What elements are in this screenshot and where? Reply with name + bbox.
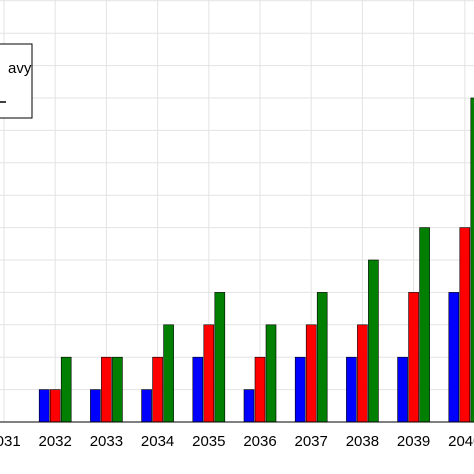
- x-tick-label: 2037: [295, 433, 328, 450]
- bar-series-1: [38, 389, 50, 423]
- x-tick-label: 2032: [39, 433, 72, 450]
- bar-series-3: [316, 292, 328, 423]
- bar-series-2: [152, 356, 163, 423]
- legend-label: avy: [8, 60, 32, 77]
- bars: [38, 97, 474, 423]
- bar-series-2: [254, 356, 266, 423]
- x-tick-label: 2040: [448, 433, 474, 450]
- bar-series-3: [470, 97, 474, 423]
- bar-series-3: [112, 356, 123, 423]
- bar-series-3: [163, 324, 174, 423]
- bar-series-1: [141, 389, 152, 423]
- x-tick-label: 2039: [397, 433, 430, 450]
- x-tick-label: 2034: [141, 433, 174, 450]
- legend: avy: [0, 43, 33, 119]
- x-tick-label: 2031: [0, 433, 21, 450]
- bar-series-3: [265, 324, 277, 423]
- x-tick-label: 2033: [90, 433, 123, 450]
- bar-series-1: [243, 389, 255, 423]
- bar-series-2: [49, 389, 61, 423]
- bar-series-3: [368, 259, 379, 423]
- bar-series-1: [90, 389, 101, 423]
- bar-series-2: [305, 324, 317, 423]
- bar-series-2: [357, 324, 368, 423]
- bar-series-2: [203, 324, 215, 423]
- bar-series-2: [408, 292, 419, 423]
- bar-series-3: [60, 356, 72, 423]
- bar-series-3: [214, 292, 226, 423]
- x-tick-label: 2036: [243, 433, 276, 450]
- bar-series-2: [459, 227, 471, 423]
- bar-series-1: [448, 292, 460, 423]
- legend-box: [0, 43, 33, 119]
- bar-series-1: [294, 356, 306, 423]
- bar-series-1: [397, 356, 408, 423]
- x-tick-label: 2035: [192, 433, 225, 450]
- bar-series-1: [346, 356, 357, 423]
- bar-series-1: [192, 356, 204, 423]
- x-tick-label: 2038: [346, 433, 379, 450]
- bar-series-2: [101, 356, 112, 423]
- bar-series-3: [419, 227, 430, 423]
- x-axis-ticks: 2031 2032 2033 2034 2035 2036 2037 2038 2039 2040: [0, 433, 474, 450]
